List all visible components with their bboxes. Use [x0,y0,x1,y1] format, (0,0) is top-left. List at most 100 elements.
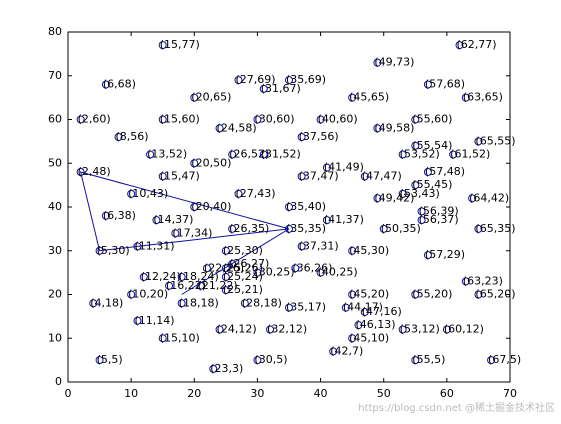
point [190,159,199,168]
point-label: (37,47) [299,169,339,182]
point-label: (20,40) [191,200,231,213]
point [190,93,199,102]
y-tick-label: 0 [55,375,62,388]
point-label: (27,69) [235,73,275,86]
x-tick-label: 50 [377,387,391,400]
point-label: (50,35) [381,222,421,235]
point-label: (17,34) [172,226,212,239]
point-label: (10,20) [128,288,168,301]
point-label: (5,5) [97,353,123,366]
watermark: https://blog.csdn.net @稀土掘金技术社区 [358,401,555,414]
point-label: (35,40) [286,200,326,213]
point [474,224,483,233]
point [285,303,293,312]
point [190,203,199,211]
point-label: (45,30) [349,244,389,257]
point [196,281,205,290]
point [360,172,369,181]
point-label: (30,60) [254,113,294,126]
point-label: (25,26) [223,261,263,274]
point-label: (67,5) [488,353,521,366]
point [423,168,432,176]
plot-frame [67,31,511,383]
point-label: (28,18) [242,296,282,309]
point [373,58,382,67]
x-tick-label: 60 [440,387,454,400]
point [215,325,224,334]
point-label: (45,10) [349,331,389,344]
point [398,325,407,334]
point [360,308,369,316]
point [348,290,357,299]
point [177,299,186,308]
point-label: (53,52) [400,148,440,161]
point [442,325,451,334]
point [253,115,262,124]
point-label: (30,25) [254,266,294,279]
point-label: (63,65) [463,91,503,104]
x-tick-label: 40 [314,387,328,400]
point [158,41,167,50]
point-label: (41,37) [324,213,364,226]
point-label: (55,20) [412,288,452,301]
point [423,251,432,260]
point-label: (24,58) [217,121,257,134]
point-label: (41,49) [324,161,364,174]
point-label: (37,31) [299,239,339,252]
point [411,356,420,365]
point-label: (32,12) [267,323,307,336]
point-label: (57,48) [425,165,465,178]
point [234,189,243,198]
point-label: (22,26) [204,261,244,274]
point-label: (55,45) [412,178,452,191]
point [468,194,477,203]
point-label: (57,29) [425,248,465,261]
point-label: (62,77) [456,38,496,51]
point [133,242,142,251]
y-tick-label: 10 [48,331,62,344]
point [139,273,148,281]
point [373,124,382,133]
point-label: (2,60) [78,113,111,126]
point [417,207,426,216]
point [158,334,167,343]
point-label: (31,67) [261,82,301,95]
point-label: (13,52) [147,148,187,161]
point [228,224,237,233]
point [215,124,224,133]
point-label: (15,60) [160,113,200,126]
point-label: (65,20) [475,288,515,301]
point [221,246,230,255]
point-label: (44,17) [343,301,383,314]
point [417,216,426,225]
y-tick-label: 20 [48,288,62,301]
point [322,216,331,225]
point-label: (27,43) [235,187,275,200]
point-label: (53,43) [400,187,440,200]
point [133,316,142,325]
point-label: (26,35) [229,222,269,235]
point-label: (42,7) [330,344,363,357]
point-label: (47,47) [362,169,402,182]
point [297,172,306,181]
point-label: (25,21) [223,283,263,296]
point [253,268,262,277]
point-label: (15,10) [160,331,200,344]
point-label: (12,24) [141,270,181,283]
point [316,268,325,277]
y-tick-label: 30 [48,244,62,257]
y-tick-label: 50 [48,156,62,169]
y-tick-label: 40 [48,200,62,213]
point [373,194,382,203]
point [474,137,483,146]
point-label: (14,37) [153,213,193,226]
point [259,84,268,93]
point-label: (46,13) [355,318,395,331]
point-label: (26,27) [229,257,269,270]
point-label: (24,12) [217,323,257,336]
point-label: (37,56) [299,130,339,143]
point [411,141,420,150]
point [423,80,432,89]
point-label: (63,23) [463,274,503,287]
point [354,321,363,330]
